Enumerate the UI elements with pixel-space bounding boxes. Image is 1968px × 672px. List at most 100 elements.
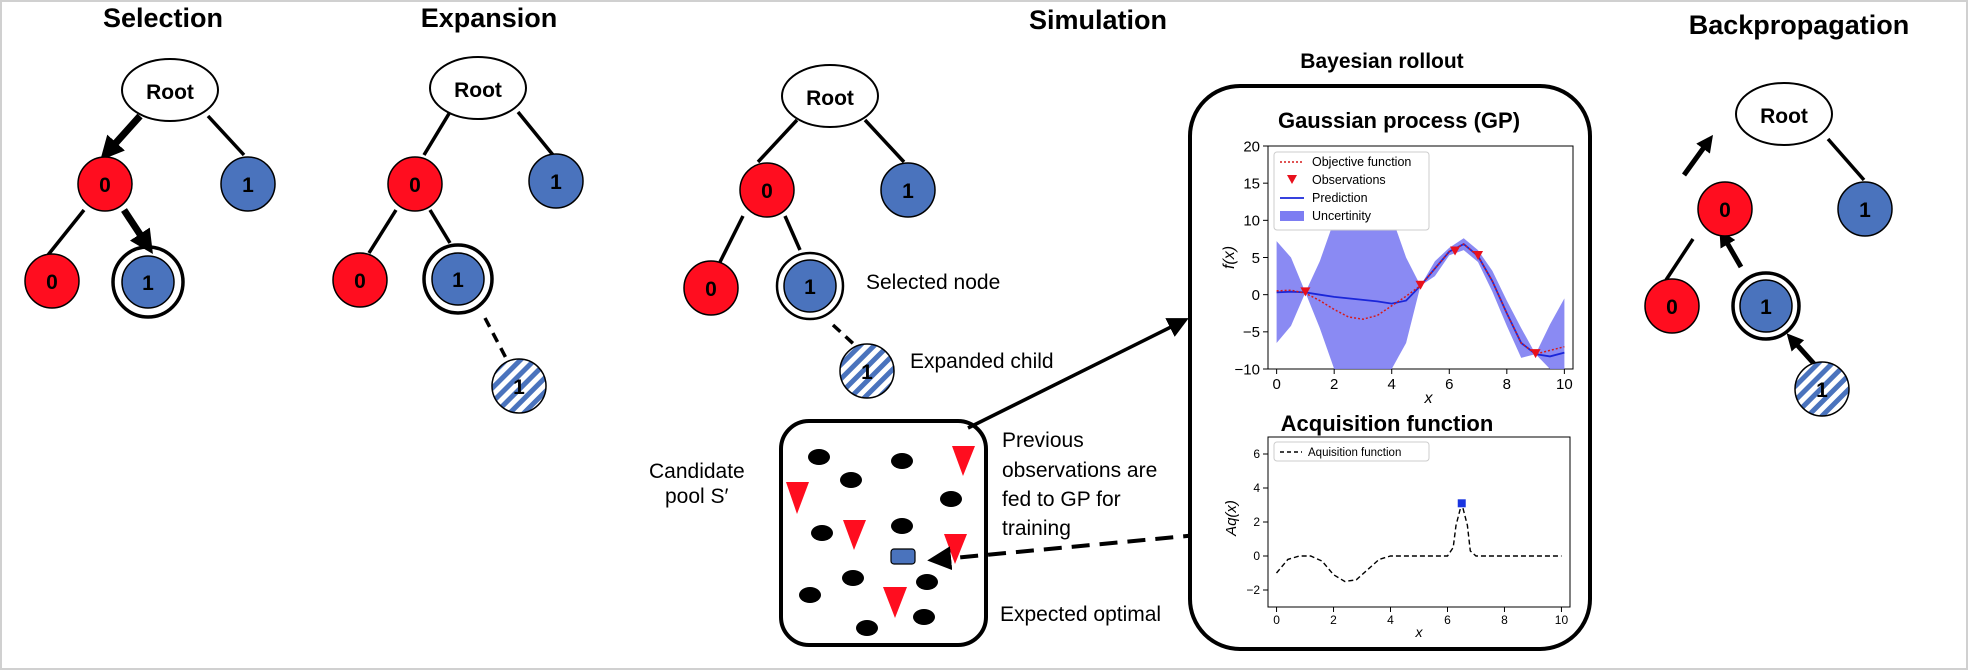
observation-marker xyxy=(1300,287,1311,297)
y-tick-label: 10 xyxy=(1243,213,1260,230)
svg-text:1: 1 xyxy=(452,269,464,292)
svg-text:1: 1 xyxy=(861,361,873,384)
candidate-pool-label-1: Candidate xyxy=(649,460,745,483)
y-tick-label: 6 xyxy=(1253,447,1260,461)
legend-entry: Observations xyxy=(1312,173,1386,187)
selection-tree: Root 0 1 0 1 xyxy=(24,58,276,319)
y-tick-label: 0 xyxy=(1253,549,1260,563)
gp-title: Gaussian process (GP) xyxy=(1278,108,1520,133)
x-tick-label: 6 xyxy=(1444,613,1451,627)
node-0-child-label: 0 xyxy=(46,271,58,294)
y-tick-label: −5 xyxy=(1243,324,1260,341)
y-axis-label: f(x) xyxy=(1221,246,1238,269)
selected-node xyxy=(121,255,175,309)
legend-entry: Prediction xyxy=(1312,191,1368,205)
svg-text:observations are: observations are xyxy=(1002,459,1157,482)
y-tick-label: −2 xyxy=(1246,583,1260,597)
svg-text:Root: Root xyxy=(806,87,854,110)
svg-text:0: 0 xyxy=(409,174,421,197)
stage-title-backpropagation: Backpropagation xyxy=(1689,10,1910,40)
selected-node-label: 1 xyxy=(142,272,154,295)
x-tick-label: 8 xyxy=(1503,376,1511,393)
feed-gp-arrow xyxy=(967,318,1189,430)
observation-marker xyxy=(1473,251,1484,261)
y-tick-label: 15 xyxy=(1243,175,1260,192)
previous-observations-annotation: Previous observations are fed to GP for … xyxy=(1002,429,1157,540)
svg-text:Previous: Previous xyxy=(1002,429,1084,452)
x-tick-label: 2 xyxy=(1330,613,1337,627)
x-tick-label: 4 xyxy=(1387,613,1394,627)
y-tick-label: 4 xyxy=(1253,481,1260,495)
selection-ring xyxy=(111,245,185,319)
x-tick-label: 4 xyxy=(1388,376,1396,393)
acquisition-chart: 0 2 4 6 8 10 −2 0 2 4 6 Aquisition function x Aq(x) xyxy=(1223,436,1571,640)
svg-text:1: 1 xyxy=(1760,296,1772,319)
legend-box xyxy=(1273,151,1430,231)
legend-entry: Uncertinity xyxy=(1312,209,1372,223)
legend-swatch-observations xyxy=(1287,175,1297,184)
expansion-tree: Root 0 1 0 1 1 xyxy=(332,56,584,414)
stage-title-simulation: Simulation xyxy=(1029,5,1167,35)
node-0-child xyxy=(24,253,80,309)
legend-entry: Objective function xyxy=(1312,155,1411,169)
gp-chart: 0 2 4 6 8 10 −10 −5 0 5 10 15 20 Objective function Ob… xyxy=(1221,138,1574,407)
svg-text:1: 1 xyxy=(550,171,562,194)
backprop-tree: Root 0 1 0 1 1 xyxy=(1644,82,1893,417)
svg-text:0: 0 xyxy=(705,278,717,301)
legend-entry: Aquisition function xyxy=(1308,447,1401,459)
x-tick-label: 10 xyxy=(1555,613,1569,627)
expanded-child-node xyxy=(491,358,547,414)
x-tick-label: 0 xyxy=(1273,613,1280,627)
y-tick-label: 0 xyxy=(1252,287,1260,304)
svg-text:training: training xyxy=(1002,517,1071,540)
expanded-child-annotation: Expanded child xyxy=(910,350,1054,373)
x-tick-label: 2 xyxy=(1330,376,1338,393)
svg-text:0: 0 xyxy=(354,270,366,293)
svg-text:1: 1 xyxy=(1859,199,1871,222)
svg-text:1: 1 xyxy=(513,376,525,399)
candidate-pool-label-2: pool S′ xyxy=(665,485,729,508)
legend-box xyxy=(1273,441,1430,462)
y-tick-label: −10 xyxy=(1235,361,1260,378)
selected-node-annotation: Selected node xyxy=(866,271,1000,294)
svg-text:fed to GP for: fed to GP for xyxy=(1002,488,1121,511)
y-tick-label: 5 xyxy=(1252,250,1260,267)
observation-marker xyxy=(1450,246,1461,256)
svg-text:1: 1 xyxy=(1816,379,1828,402)
acquisition-optimum-point xyxy=(1457,499,1466,508)
observation-marker xyxy=(1530,349,1541,359)
svg-text:Root: Root xyxy=(1760,105,1808,128)
x-tick-label: 8 xyxy=(1501,613,1508,627)
acq-title: Acquisition function xyxy=(1281,411,1494,436)
y-axis-label: Aq(x) xyxy=(1223,500,1240,537)
candidate-pool-box xyxy=(779,419,988,647)
stage-title-selection: Selection xyxy=(103,3,223,33)
y-tick-label: 2 xyxy=(1253,515,1260,529)
bayesian-rollout-title: Bayesian rollout xyxy=(1300,50,1463,73)
node-0-label: 0 xyxy=(99,174,111,197)
candidate-points xyxy=(786,446,975,636)
plot-frame xyxy=(1267,436,1571,608)
expected-optimal-annotation: Expected optimal xyxy=(1000,603,1161,626)
x-tick-label: 10 xyxy=(1556,376,1573,393)
svg-text:0: 0 xyxy=(1666,296,1678,319)
svg-text:1: 1 xyxy=(804,276,816,299)
svg-text:0: 0 xyxy=(761,180,773,203)
acquisition-line xyxy=(1275,503,1562,583)
root-node xyxy=(121,58,219,122)
y-tick-label: 20 xyxy=(1243,138,1260,155)
node-1 xyxy=(220,156,276,212)
node-0 xyxy=(77,156,133,212)
node-1-label: 1 xyxy=(242,174,254,197)
legend-swatch-uncertainty xyxy=(1280,211,1304,221)
svg-text:1: 1 xyxy=(902,180,914,203)
expected-optimal-point xyxy=(890,548,916,565)
x-tick-label: 6 xyxy=(1445,376,1453,393)
x-tick-label: 0 xyxy=(1272,376,1280,393)
x-axis-label: x xyxy=(1415,624,1424,640)
stage-title-expansion: Expansion xyxy=(421,3,558,33)
root-label: Root xyxy=(146,81,194,104)
